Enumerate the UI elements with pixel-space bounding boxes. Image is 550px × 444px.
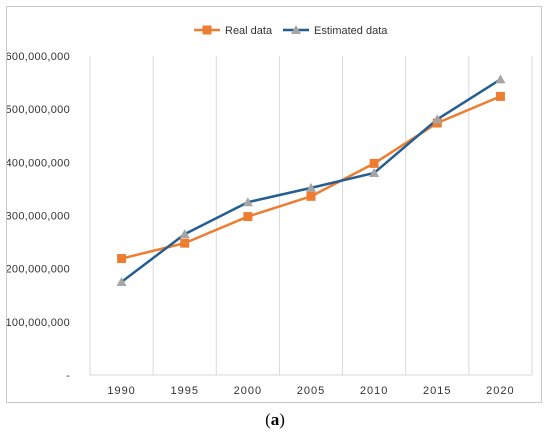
series-lines xyxy=(120,78,502,283)
estimated-data-point xyxy=(179,229,190,239)
y-tick-label: 300,000,000 xyxy=(7,211,70,223)
legend-real-data-marker xyxy=(202,25,212,35)
x-tick-label: 1995 xyxy=(170,385,198,397)
chart-frame: - 100,000,000 200,000,000 300,000,000 400,00… xyxy=(6,6,542,403)
legend: Real data Estimated data xyxy=(194,25,388,37)
estimated-data-point xyxy=(432,114,443,124)
estimated-data-line xyxy=(120,78,502,283)
x-tick-label: 1990 xyxy=(107,385,135,397)
caption-letter: a xyxy=(270,410,280,429)
y-tick-label: 200,000,000 xyxy=(7,264,70,276)
figure-caption: (a) xyxy=(0,410,550,430)
real-data-point xyxy=(117,254,127,264)
estimated-data-point xyxy=(116,276,127,286)
legend-estimated-data-label: Estimated data xyxy=(314,25,388,37)
x-tick-label: 2015 xyxy=(423,385,451,397)
caption-open: ( xyxy=(265,410,271,429)
real-data-point xyxy=(243,212,253,222)
grid-lines xyxy=(89,56,533,375)
real-data-line xyxy=(121,95,501,260)
estimated-data-point xyxy=(495,74,506,84)
x-tick-label: 2010 xyxy=(360,385,388,397)
y-tick-label: 500,000,000 xyxy=(7,104,70,116)
y-tick-label: 400,000,000 xyxy=(7,157,70,169)
y-tick-label: 600,000,000 xyxy=(7,51,70,63)
x-tick-label: 2020 xyxy=(486,385,514,397)
legend-real-data-label: Real data xyxy=(225,25,273,37)
y-tick-label: - xyxy=(66,370,70,382)
series-markers xyxy=(116,74,506,286)
y-axis-ticks: - 100,000,000 200,000,000 300,000,000 400,00… xyxy=(7,51,70,382)
legend-estimated-data-marker xyxy=(291,25,301,34)
y-tick-label: 100,000,000 xyxy=(7,317,70,329)
caption-close: ) xyxy=(279,410,285,429)
estimated-data-point xyxy=(369,167,380,177)
real-data-point xyxy=(369,158,379,168)
line-chart: - 100,000,000 200,000,000 300,000,000 400,00… xyxy=(7,25,533,397)
x-tick-label: 2000 xyxy=(234,385,262,397)
real-data-point xyxy=(495,91,505,101)
x-tick-label: 2005 xyxy=(297,385,325,397)
estimated-data-point xyxy=(306,182,316,192)
real-data-point xyxy=(306,191,316,201)
real-data-point xyxy=(180,238,190,248)
estimated-data-point xyxy=(242,197,253,207)
x-axis-ticks: 1990 1995 2000 2005 2010 2015 2020 xyxy=(107,385,514,397)
